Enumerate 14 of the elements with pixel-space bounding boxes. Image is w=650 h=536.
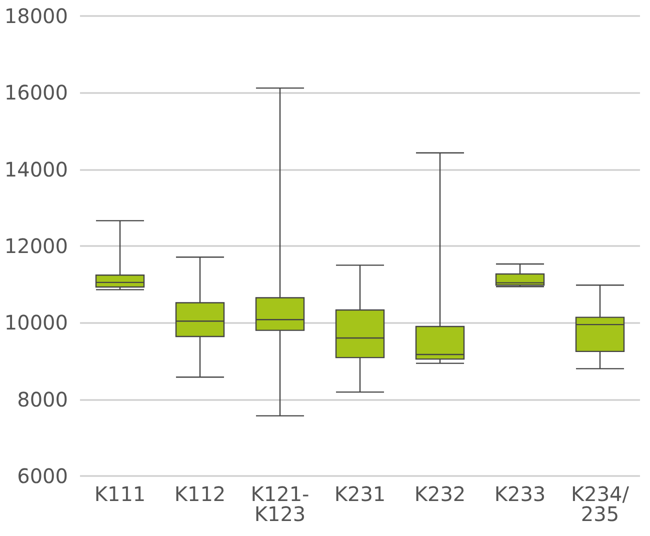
x-tick-label: K111 — [94, 482, 146, 506]
y-tick-label: 12000 — [4, 234, 68, 258]
x-tick-label: K233 — [494, 482, 546, 506]
y-tick-label: 10000 — [4, 310, 68, 335]
x-tick-label: K231 — [334, 482, 386, 506]
y-tick-label: 14000 — [4, 157, 68, 182]
x-tick-label: K121-K123 — [250, 482, 310, 526]
y-tick-label: 8000 — [17, 387, 68, 412]
y-tick-label: 16000 — [4, 80, 68, 105]
x-tick-label: K234/235 — [570, 482, 630, 526]
x-tick-label: K232 — [414, 482, 466, 506]
y-tick-label: 6000 — [17, 464, 68, 488]
x-tick-label: K112 — [174, 482, 226, 506]
y-tick-label: 18000 — [4, 4, 68, 28]
